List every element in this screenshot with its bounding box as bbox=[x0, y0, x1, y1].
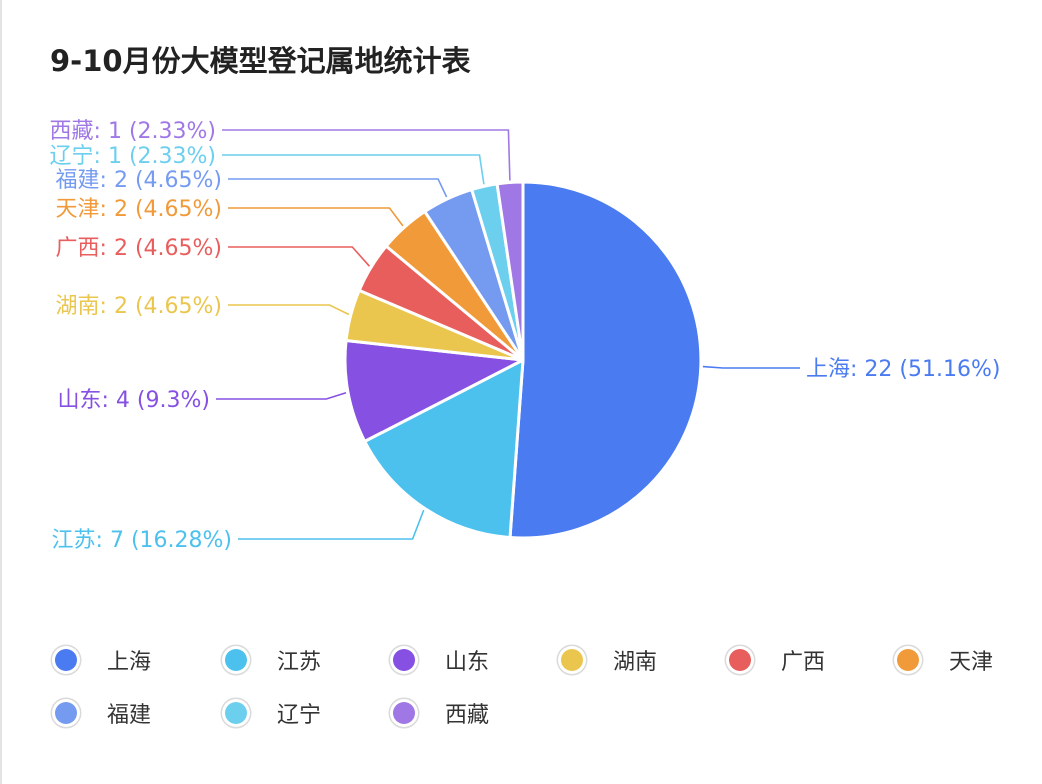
legend-item-7[interactable]: 辽宁 bbox=[222, 693, 321, 733]
legend-dot-icon bbox=[225, 649, 247, 671]
slice-label-8: 西藏: 1 (2.33%) bbox=[50, 119, 216, 144]
legend-item-6[interactable]: 福建 bbox=[52, 693, 151, 733]
legend-item-3[interactable]: 湖南 bbox=[558, 640, 657, 680]
pie-slice-1[interactable] bbox=[363, 358, 525, 540]
slice-label-7: 辽宁: 1 (2.33%) bbox=[50, 144, 216, 169]
legend-item-4[interactable]: 广西 bbox=[726, 640, 825, 680]
leader-line-0 bbox=[702, 365, 800, 369]
legend-dot-icon bbox=[225, 702, 247, 724]
legend-label: 广西 bbox=[781, 650, 826, 675]
pie-slice-2[interactable] bbox=[343, 339, 525, 443]
legend-item-8[interactable]: 西藏 bbox=[390, 693, 489, 733]
slice-label-1: 江苏: 7 (16.28%) bbox=[52, 528, 232, 553]
leader-line-7 bbox=[222, 154, 485, 185]
legend-dot-icon bbox=[561, 649, 583, 671]
leader-line-4 bbox=[228, 246, 370, 267]
leader-line-5 bbox=[228, 207, 404, 227]
legend-dot-icon bbox=[55, 702, 77, 724]
legend-label: 辽宁 bbox=[277, 703, 322, 728]
left-edge-divider bbox=[0, 0, 2, 784]
chart-title: 9-10月份大模型登记属地统计表 bbox=[50, 44, 471, 78]
slice-label-5: 天津: 2 (4.65%) bbox=[56, 197, 222, 222]
pie-chart: 上海: 22 (51.16%) 江苏: 7 (16.28%) 山东: 4 (9.3%… bbox=[50, 119, 1001, 553]
leader-line-2 bbox=[216, 391, 347, 400]
leader-line-6 bbox=[228, 178, 448, 198]
slice-label-2: 山东: 4 (9.3%) bbox=[58, 388, 210, 413]
leader-line-1 bbox=[238, 509, 425, 540]
legend-label: 上海 bbox=[107, 650, 152, 675]
legend-item-5[interactable]: 天津 bbox=[894, 640, 993, 680]
legend-dot-icon bbox=[897, 649, 919, 671]
slice-label-3: 湖南: 2 (4.65%) bbox=[56, 294, 222, 319]
legend-dot-icon bbox=[393, 702, 415, 724]
slice-label-6: 福建: 2 (4.65%) bbox=[56, 168, 222, 193]
pie-slice-8[interactable] bbox=[495, 180, 525, 362]
legend-dot-icon bbox=[55, 649, 77, 671]
legend-label: 山东 bbox=[445, 650, 490, 675]
leader-line-3 bbox=[228, 304, 350, 316]
legend-dot-icon bbox=[393, 649, 415, 671]
slice-label-0: 上海: 22 (51.16%) bbox=[806, 357, 1000, 382]
legend-label: 福建 bbox=[107, 703, 152, 728]
legend-item-2[interactable]: 山东 bbox=[390, 640, 489, 680]
slice-label-4: 广西: 2 (4.65%) bbox=[56, 236, 222, 261]
legend-label: 江苏 bbox=[277, 650, 322, 675]
legend-label: 湖南 bbox=[613, 650, 658, 675]
pie-slice-0[interactable] bbox=[508, 180, 703, 540]
leader-line-8 bbox=[222, 129, 511, 181]
legend-label: 西藏 bbox=[445, 703, 490, 728]
legend-item-0[interactable]: 上海 bbox=[52, 640, 151, 680]
legend-item-1[interactable]: 江苏 bbox=[222, 640, 321, 680]
legend-label: 天津 bbox=[949, 650, 994, 675]
legend-dot-icon bbox=[729, 649, 751, 671]
